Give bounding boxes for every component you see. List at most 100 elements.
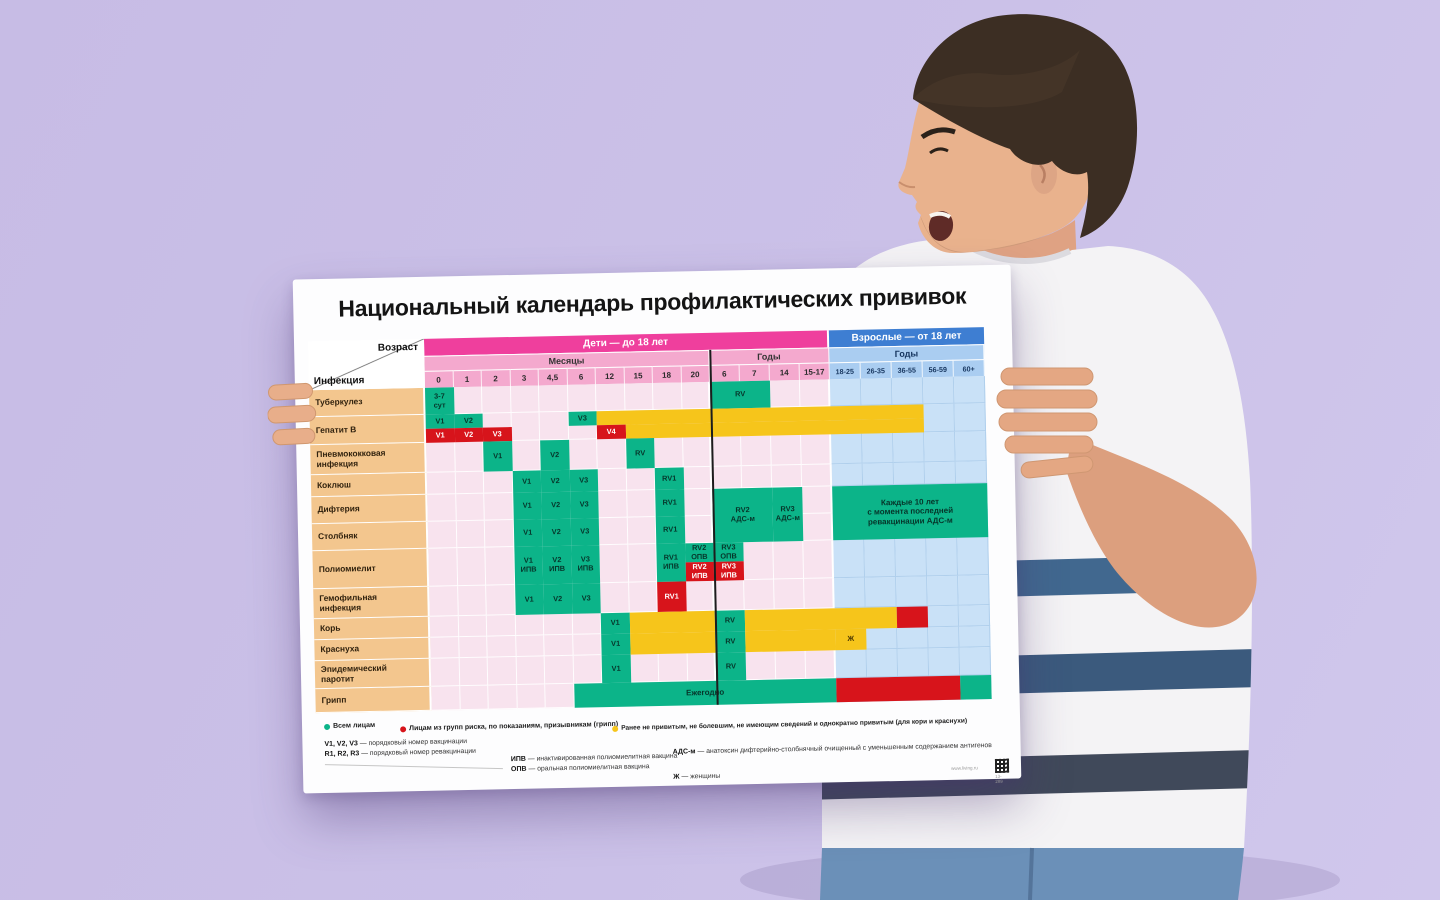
row-label: Гепатит В (309, 414, 427, 446)
grid-cell (801, 464, 833, 487)
grid-cell (924, 461, 957, 485)
grid-cell (769, 379, 801, 408)
legend-item-risk: Лицам из групп риска, по показаниям, при… (400, 721, 618, 733)
grid-cell (572, 613, 602, 635)
eye (929, 147, 949, 155)
grid-cell (488, 684, 518, 710)
grid-cell (600, 582, 630, 614)
vaccination-table: Возраст Инфекция Дети — до 18 лет Взрослые … (307, 327, 992, 714)
vaccine-cell: RV2 АДС-м (712, 487, 774, 543)
vaccine-cell: V1 (483, 441, 513, 472)
grid-cell (799, 379, 831, 407)
vaccine-cell: V1 (425, 414, 455, 429)
grid-cell (654, 437, 684, 469)
grid-cell (573, 655, 603, 684)
website-text: www.living.ru (951, 765, 978, 771)
grid-cell (426, 442, 456, 473)
grid-cell (487, 635, 517, 658)
grid-cell (544, 655, 574, 685)
grid-cell (484, 493, 514, 521)
column-header: 15 (624, 366, 653, 384)
grid-cell (711, 436, 742, 467)
grid-cell (801, 434, 832, 465)
grid-cell (627, 544, 658, 583)
grid-cell (954, 403, 987, 432)
grid-cell (626, 490, 656, 518)
column-header: 0 (424, 370, 454, 388)
grid-cell (803, 540, 835, 579)
grid-cell (459, 657, 489, 687)
grid-cell (897, 648, 930, 677)
grid-cell (864, 539, 897, 578)
legend-text: Лицам из групп риска, по показаниям, при… (409, 720, 619, 733)
grid-cell (866, 648, 899, 678)
vaccine-cell: V2 (454, 427, 484, 443)
right-hand (996, 367, 1098, 479)
legend: Всем лицам Лицам из групп риска, по пока… (316, 705, 1010, 789)
row-label: Корь (313, 616, 431, 641)
column-header: 6 (709, 364, 740, 382)
vaccine-cell: RV1 (655, 489, 685, 518)
grid-cell (628, 582, 658, 613)
column-header: 7 (739, 363, 770, 382)
grid-cell (484, 520, 514, 548)
vaccine-cell: Ежегодно (573, 678, 837, 708)
grid-cell (456, 520, 486, 549)
grid-cell (511, 440, 541, 472)
grid-cell (685, 580, 715, 612)
eyebrow (920, 127, 956, 140)
grid-cell (860, 378, 893, 406)
vaccine-cell: 3-7 сут (424, 387, 455, 415)
legend-abbr-opv: ОПВ — оральная полиомиелитная вакцина (510, 763, 650, 774)
grid-cell (456, 547, 487, 587)
grid-cell (457, 585, 487, 617)
vaccine-cell: V2 (543, 583, 573, 615)
grid-cell (959, 626, 991, 648)
vaccine-cell: RV3 АДС-м (772, 486, 804, 542)
vaccine-cell: Каждые 10 лет с момента последней ревакц… (832, 483, 989, 541)
grid-cell (567, 384, 597, 412)
grid-cell (835, 649, 868, 679)
grid-cell (928, 647, 961, 677)
grid-cell (427, 521, 457, 549)
legend-item-all: Всем лицам (324, 722, 375, 731)
column-header: 6 (567, 367, 596, 385)
red-dot-icon (400, 726, 407, 733)
teeth (929, 211, 952, 219)
grid-cell (510, 385, 540, 414)
grid-cell (595, 383, 626, 412)
grid-cell (428, 548, 458, 587)
row-label: Коклюш (310, 472, 428, 498)
grid-cell (630, 653, 660, 683)
legend-abbr-adsm: АДС-м — анатоксин дифтерийно-столбнячный… (672, 742, 992, 756)
vaccine-cell: RV2 ОПВ (684, 542, 714, 563)
grid-cell (515, 614, 545, 636)
vaccine-cell: RV (715, 631, 746, 653)
grid-cell (741, 465, 773, 489)
grid-cell (487, 656, 517, 686)
grid-cell (453, 386, 483, 415)
grid-cell (486, 584, 516, 616)
vaccine-cell (836, 675, 961, 703)
qr-code-icon (994, 758, 1010, 773)
vaccine-cell (629, 631, 716, 655)
grid-cell (866, 627, 898, 650)
row-label: Столбняк (311, 521, 429, 552)
grid-cell (683, 488, 713, 517)
grid-cell (682, 436, 712, 468)
grid-cell (833, 539, 866, 579)
grid-cell (955, 461, 988, 484)
table-corner: Возраст Инфекция (307, 338, 425, 391)
fineprint-line (324, 764, 503, 770)
row-label: Пневмококковая инфекция (310, 442, 427, 476)
grid-cell (568, 439, 598, 470)
vaccine-cell (896, 606, 929, 628)
vaccine-cell: RV1 (655, 516, 685, 545)
grid-cell (773, 540, 805, 580)
row-label: Краснуха (314, 637, 431, 662)
row-label: Полиомиелит (312, 548, 430, 590)
legend-text: Ранее не привитым, не болевшим, не имеющ… (621, 717, 968, 732)
grid-cell (862, 433, 894, 464)
legend-abbr-v: V1, V2, V3 — порядковый номер вакцинации (324, 738, 468, 749)
vaccine-cell: RV (715, 652, 747, 681)
